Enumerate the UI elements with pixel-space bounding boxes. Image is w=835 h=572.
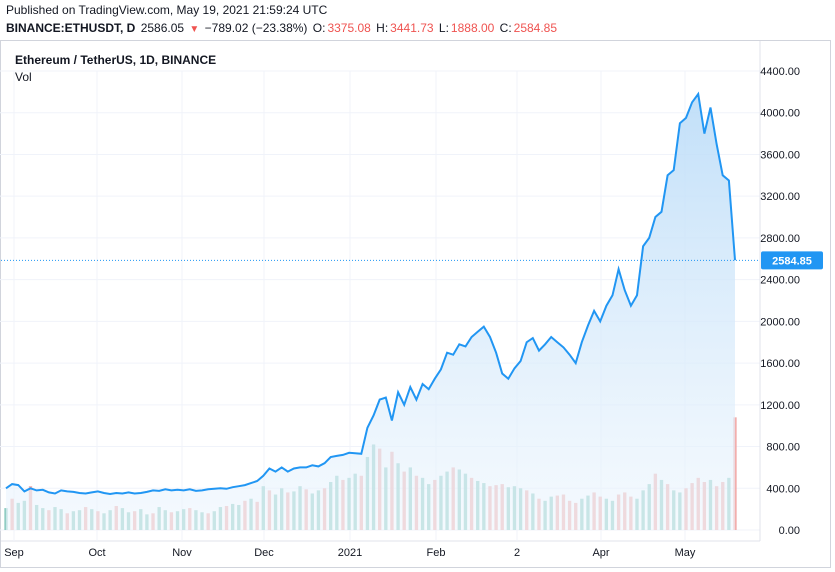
y-tick-label: 2400.00 bbox=[760, 275, 800, 287]
low-label: L: bbox=[438, 21, 449, 35]
y-tick-label: 0.00 bbox=[779, 525, 800, 537]
triangle-down-icon: ▼ bbox=[189, 24, 200, 35]
open-value: 3375.08 bbox=[327, 21, 371, 35]
x-tick-label: May bbox=[675, 547, 696, 559]
chart-title: Ethereum / TetherUS, 1D, BINANCE bbox=[15, 53, 217, 67]
x-tick-label: Apr bbox=[592, 547, 609, 559]
x-tick-label: Feb bbox=[427, 547, 446, 559]
price-tag-box bbox=[761, 251, 823, 270]
open-label: O: bbox=[312, 21, 326, 35]
price-change: −789.02 (−23.38%) bbox=[204, 21, 308, 35]
y-tick-label: 1200.00 bbox=[760, 400, 800, 412]
high-value: 3441.73 bbox=[390, 21, 434, 35]
x-axis: Sep Oct Nov Dec 2021 Feb 2 Apr May bbox=[4, 547, 696, 559]
x-tick-label: Oct bbox=[88, 547, 105, 559]
high-label: H: bbox=[376, 21, 389, 35]
x-tick-label: Sep bbox=[4, 547, 24, 559]
y-tick-label: 2800.00 bbox=[760, 233, 800, 245]
x-tick-label: Nov bbox=[172, 547, 192, 559]
y-tick-label: 2000.00 bbox=[760, 316, 800, 328]
last-price: 2586.05 bbox=[140, 21, 185, 35]
quote-line: BINANCE:ETHUSDT, D 2586.05 ▼ −789.02 (−2… bbox=[6, 21, 559, 35]
y-tick-label: 4000.00 bbox=[760, 108, 800, 120]
price-tag-label: 2584.85 bbox=[772, 255, 812, 267]
last-price-tag: 2584.85 bbox=[761, 251, 823, 270]
x-tick-label: 2 bbox=[514, 547, 520, 559]
y-axis: 4400.00 4000.00 3600.00 3200.00 2800.00 2400.… bbox=[759, 41, 800, 541]
published-note: Published on TradingView.com, May 19, 20… bbox=[6, 3, 328, 17]
y-tick-label: 1600.00 bbox=[760, 358, 800, 370]
y-tick-label: 4400.00 bbox=[760, 66, 800, 78]
close-value: 2584.85 bbox=[513, 21, 558, 35]
symbol-label: BINANCE:ETHUSDT, D bbox=[6, 21, 136, 35]
y-tick-label: 400.00 bbox=[766, 483, 800, 495]
chart-frame bbox=[0, 40, 831, 568]
price-line bbox=[5, 91, 736, 496]
close-label: C: bbox=[499, 21, 512, 35]
x-tick-label: Dec bbox=[254, 547, 274, 559]
y-tick-label: 800.00 bbox=[766, 442, 800, 454]
x-tick-label: 2021 bbox=[338, 547, 362, 559]
volume-label: Vol bbox=[15, 70, 32, 84]
y-tick-label: 3200.00 bbox=[760, 191, 800, 203]
price-area bbox=[6, 94, 735, 530]
low-value: 1888.00 bbox=[450, 21, 495, 35]
y-tick-label: 3600.00 bbox=[760, 149, 800, 161]
